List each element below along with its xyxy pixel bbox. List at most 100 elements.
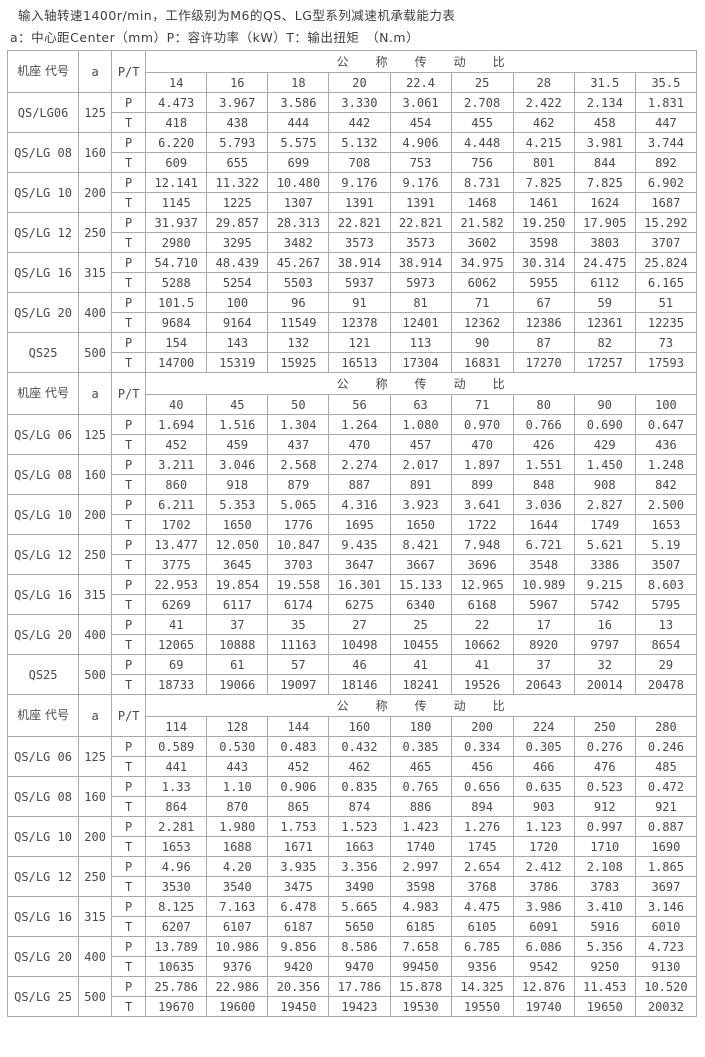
power-value-cell: 4.20 bbox=[206, 856, 269, 877]
pt-header: P/T bbox=[111, 372, 147, 415]
torque-value-cell: 19450 bbox=[267, 996, 330, 1017]
power-value-cell: 51 bbox=[634, 292, 698, 313]
power-label-cell: P bbox=[111, 856, 147, 877]
power-value-cell: 3.410 bbox=[573, 896, 636, 917]
power-value-cell: 1.980 bbox=[206, 816, 269, 837]
torque-value-cell: 458 bbox=[573, 112, 636, 133]
power-value-cell: 22.821 bbox=[389, 212, 452, 233]
torque-value-cell: 699 bbox=[267, 152, 330, 173]
torque-value-cell: 454 bbox=[389, 112, 452, 133]
power-value-cell: 1.33 bbox=[145, 776, 208, 797]
torque-value-cell: 3667 bbox=[389, 554, 452, 575]
ratio-header-cell: 224 bbox=[512, 716, 575, 737]
power-value-cell: 12.141 bbox=[145, 172, 208, 193]
table-row-power: QS/LG 16 315 P 22.953 19.854 19.558 16.301 15.1… bbox=[6, 574, 698, 615]
power-value-cell: 54.710 bbox=[145, 252, 208, 273]
torque-value-cell: 426 bbox=[512, 434, 575, 455]
power-value-cell: 0.385 bbox=[389, 736, 452, 757]
torque-value-cell: 3696 bbox=[450, 554, 514, 575]
power-label-cell: P bbox=[111, 132, 147, 153]
torque-value-cell: 864 bbox=[145, 796, 208, 817]
model-cell: QS/LG 20 bbox=[6, 614, 80, 655]
power-value-cell: 0.589 bbox=[145, 736, 208, 757]
center-distance-cell: 400 bbox=[78, 936, 113, 977]
ratio-header-cell: 35.5 bbox=[634, 72, 698, 93]
power-value-cell: 22.953 bbox=[145, 574, 208, 595]
torque-value-cell: 19423 bbox=[328, 996, 391, 1017]
torque-label-cell: T bbox=[111, 554, 147, 575]
torque-value-cell: 470 bbox=[328, 434, 391, 455]
torque-value-cell: 848 bbox=[512, 474, 575, 495]
power-value-cell: 100 bbox=[206, 292, 269, 313]
torque-value-cell: 9250 bbox=[573, 956, 636, 977]
table-row-power: QS25 500 P 69 61 57 46 41 41 37 32 29 bbox=[6, 654, 698, 695]
power-value-cell: 1.080 bbox=[389, 414, 452, 435]
torque-label-cell: T bbox=[111, 796, 147, 817]
torque-value-cell: 19670 bbox=[145, 996, 208, 1017]
torque-value-cell: 6107 bbox=[206, 916, 269, 937]
table-row-power: QS/LG 12 250 P 31.937 29.857 28.313 22.821 22.8… bbox=[6, 212, 698, 253]
torque-value-cell: 9797 bbox=[573, 634, 636, 655]
power-value-cell: 0.997 bbox=[573, 816, 636, 837]
torque-value-cell: 5973 bbox=[389, 272, 452, 293]
torque-value-cell: 921 bbox=[634, 796, 698, 817]
torque-value-cell: 12401 bbox=[389, 312, 452, 333]
model-cell: QS/LG 06 bbox=[6, 736, 80, 777]
power-value-cell: 15.878 bbox=[389, 976, 452, 997]
torque-value-cell: 708 bbox=[328, 152, 391, 173]
ratio-header-cell: 16 bbox=[206, 72, 269, 93]
torque-value-cell: 457 bbox=[389, 434, 452, 455]
power-value-cell: 6.086 bbox=[512, 936, 575, 957]
table-row-torque: T 1702 1650 1776 1695 1650 1722 1644 1749 1653 bbox=[8, 514, 698, 535]
power-value-cell: 25.786 bbox=[145, 976, 208, 997]
power-value-cell: 15.133 bbox=[389, 574, 452, 595]
ratio-header-cell: 40 bbox=[145, 394, 208, 415]
torque-value-cell: 2980 bbox=[145, 232, 208, 253]
torque-value-cell: 8654 bbox=[634, 634, 698, 655]
torque-value-cell: 3647 bbox=[328, 554, 391, 575]
table-row-power: QS/LG 06 125 P 0.589 0.530 0.483 0.432 0.385 0.3… bbox=[6, 736, 698, 777]
model-cell: QS25 bbox=[6, 332, 80, 373]
torque-value-cell: 9470 bbox=[328, 956, 391, 977]
torque-value-cell: 3803 bbox=[573, 232, 636, 253]
model-cell: QS/LG 16 bbox=[6, 252, 80, 293]
power-value-cell: 3.211 bbox=[145, 454, 208, 475]
power-value-cell: 0.906 bbox=[267, 776, 330, 797]
center-distance-cell: 200 bbox=[78, 172, 113, 213]
torque-label-cell: T bbox=[111, 756, 147, 777]
power-value-cell: 6.211 bbox=[145, 494, 208, 515]
legend-line: a：中心距Center（mm）P：容许功率（kW）T：输出扭矩 （N.m） bbox=[10, 30, 420, 45]
power-value-cell: 1.831 bbox=[634, 92, 698, 113]
torque-label-cell: T bbox=[111, 836, 147, 857]
power-value-cell: 7.658 bbox=[389, 936, 452, 957]
torque-value-cell: 3548 bbox=[512, 554, 575, 575]
power-value-cell: 17 bbox=[512, 614, 575, 635]
power-label-cell: P bbox=[111, 534, 147, 555]
torque-value-cell: 3768 bbox=[450, 876, 514, 897]
table-row-torque: T 1145 1225 1307 1391 1391 1468 1461 1624 1687 bbox=[8, 192, 698, 213]
load-capacity-table: 机座 代号 a P/T 公 称 传 动 比 14 16 18 20 22.4 25 28 31.5 35… bbox=[6, 50, 698, 1017]
power-value-cell: 8.603 bbox=[634, 574, 698, 595]
torque-value-cell: 15319 bbox=[206, 352, 269, 373]
model-cell: QS/LG 08 bbox=[6, 454, 80, 495]
power-label-cell: P bbox=[111, 574, 147, 595]
power-value-cell: 7.825 bbox=[512, 172, 575, 193]
power-value-cell: 46 bbox=[328, 654, 391, 675]
torque-value-cell: 894 bbox=[450, 796, 514, 817]
torque-value-cell: 20643 bbox=[512, 674, 575, 695]
power-value-cell: 16 bbox=[573, 614, 636, 635]
torque-value-cell: 3786 bbox=[512, 876, 575, 897]
torque-value-cell: 891 bbox=[389, 474, 452, 495]
power-value-cell: 38.914 bbox=[389, 252, 452, 273]
model-cell: QS25 bbox=[6, 654, 80, 695]
power-value-cell: 3.744 bbox=[634, 132, 698, 153]
power-label-cell: P bbox=[111, 936, 147, 957]
torque-value-cell: 6010 bbox=[634, 916, 698, 937]
power-value-cell: 9.176 bbox=[389, 172, 452, 193]
torque-label-cell: T bbox=[111, 594, 147, 615]
torque-label-cell: T bbox=[111, 434, 147, 455]
power-value-cell: 3.036 bbox=[512, 494, 575, 515]
power-value-cell: 82 bbox=[573, 332, 636, 353]
torque-value-cell: 6062 bbox=[450, 272, 514, 293]
power-value-cell: 22.986 bbox=[206, 976, 269, 997]
